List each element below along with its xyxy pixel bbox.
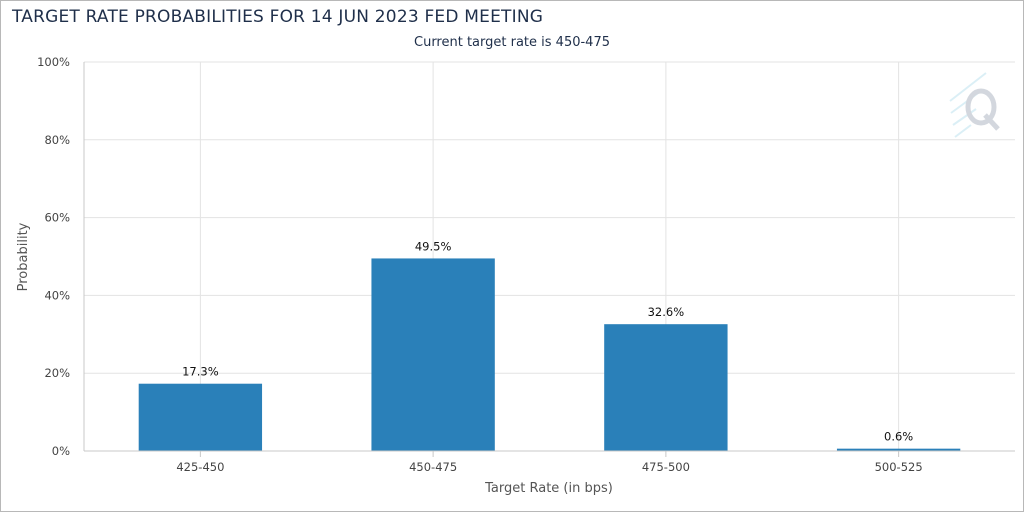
x-tick-label: 425-450 [176, 460, 224, 474]
data-label: 17.3% [182, 365, 219, 379]
chart-subtitle: Current target rate is 450-475 [414, 35, 610, 50]
data-label: 49.5% [415, 239, 452, 253]
y-tick-label: 40% [44, 288, 70, 302]
x-tick-label: 450-475 [409, 460, 457, 474]
y-tick-label: 80% [44, 133, 70, 147]
x-axis-title: Target Rate (in bps) [484, 481, 613, 496]
data-labels: 17.3% 49.5% 32.6% 0.6% [182, 239, 913, 443]
bar-475-500[interactable] [604, 324, 728, 451]
data-label: 32.6% [648, 305, 685, 319]
bar-425-450[interactable] [138, 383, 263, 451]
bars [138, 258, 961, 451]
y-tick-label: 20% [44, 366, 70, 380]
chart-title: TARGET RATE PROBABILITIES FOR 14 JUN 202… [12, 7, 544, 27]
data-label: 0.6% [884, 430, 913, 444]
x-tick-label: 500-525 [875, 460, 923, 474]
y-axis-title: Probability [16, 222, 31, 291]
q-logo-icon [949, 72, 1000, 138]
bar-500-525[interactable] [836, 448, 961, 451]
axes: 0% 20% 40% 60% 80% 100% 425-450 450-475 475-500 5… [37, 55, 1015, 474]
bar-450-475[interactable] [371, 258, 495, 451]
y-tick-label: 0% [52, 444, 70, 458]
x-tick-label: 475-500 [642, 460, 690, 474]
y-tick-label: 100% [37, 55, 70, 69]
y-tick-label: 60% [44, 211, 70, 225]
